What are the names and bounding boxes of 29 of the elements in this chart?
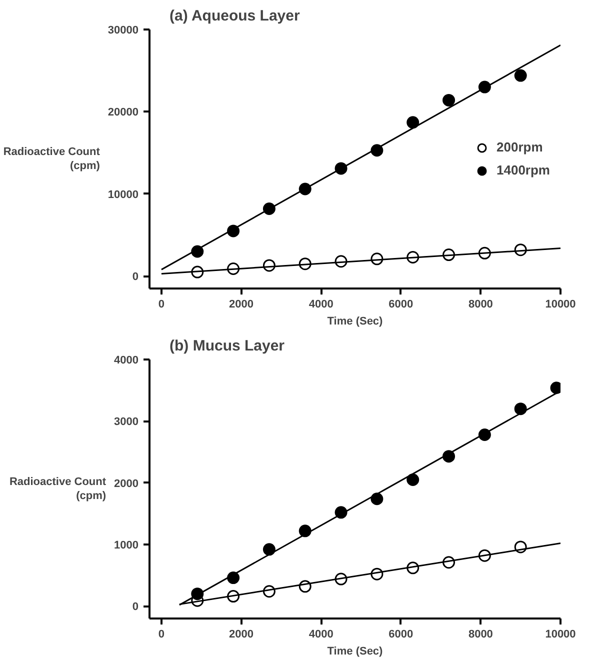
legend-label: 1400rpm (496, 162, 550, 178)
x-tick-label: 4000 (308, 298, 334, 310)
y-tick-label: 2000 (114, 478, 139, 490)
y-tick-label: 3000 (114, 416, 139, 428)
legend-label: 200rpm (496, 140, 543, 154)
y-tick-label: 0 (132, 601, 139, 614)
y-axis-title: Radioactive Count (cpm) (3, 146, 100, 172)
x-tick-label: 10000 (545, 628, 576, 640)
x-axis-title: Time (Sec) (327, 646, 384, 658)
y-tick-label: 4000 (114, 354, 139, 366)
y-tick-label: 30000 (108, 24, 139, 36)
x-tick-label: 0 (158, 298, 165, 310)
x-tick-label: 8000 (468, 298, 493, 310)
y-tick-label: 0 (132, 271, 139, 284)
chart-title: (b) Mucus Layer (170, 338, 285, 354)
y-tick-label: 1000 (114, 540, 139, 552)
x-tick-label: 10000 (545, 298, 576, 310)
x-tick-label: 2000 (229, 628, 254, 640)
y-tick-label: 20000 (108, 106, 139, 119)
y-tick-label: 10000 (108, 188, 139, 201)
x-tick-label: 6000 (388, 298, 414, 310)
x-tick-label: 4000 (308, 628, 334, 640)
x-tick-label: 8000 (468, 628, 493, 640)
x-tick-label: 2000 (229, 298, 254, 310)
x-tick-label: 6000 (388, 628, 414, 640)
y-axis-title: Radioactive Count (cpm) (9, 476, 106, 502)
chart-title: (a) Aqueous Layer (170, 8, 300, 24)
x-axis-title: Time (Sec) (327, 316, 384, 328)
x-tick-label: 0 (158, 628, 165, 640)
